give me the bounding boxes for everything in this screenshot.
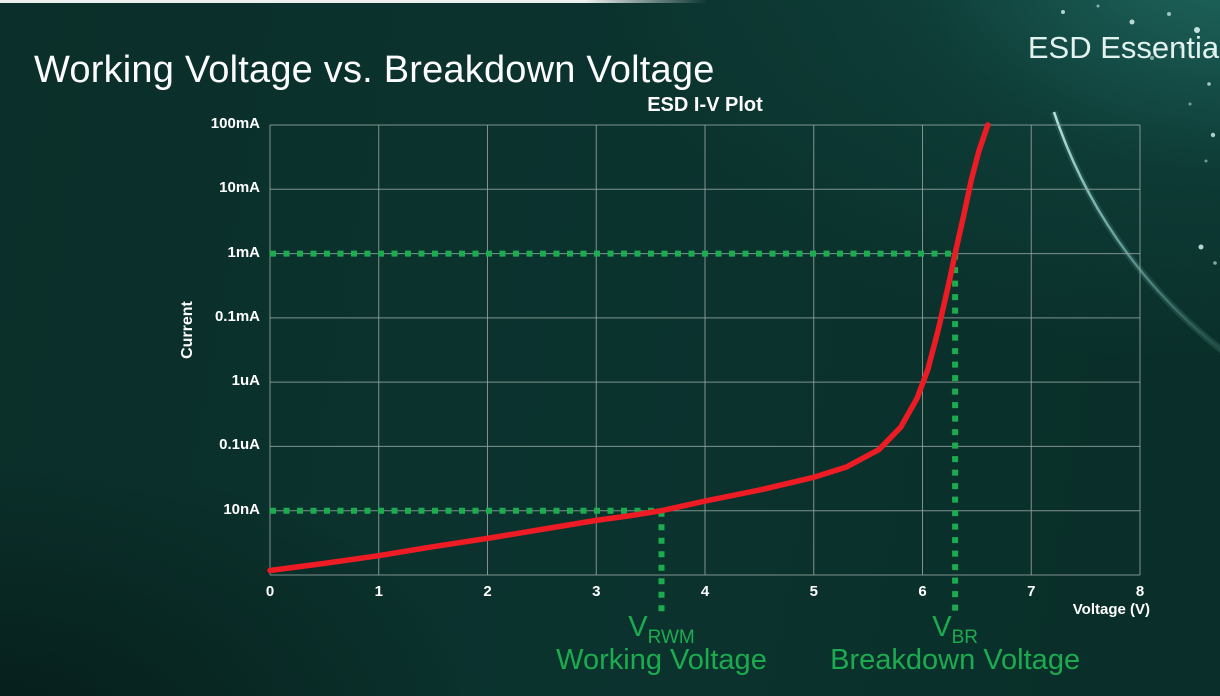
- vrwm-subscript: RWM: [647, 626, 695, 648]
- working-voltage-caption: Working Voltage: [556, 644, 767, 676]
- slide-top-edge: [0, 0, 1220, 3]
- vbr-subscript: BR: [951, 626, 978, 648]
- x-tick-label: 6: [918, 583, 927, 600]
- chart-title: ESD I-V Plot: [647, 94, 763, 116]
- slide-title: Working Voltage vs. Breakdown Voltage: [34, 49, 715, 92]
- x-tick-label: 2: [483, 583, 492, 600]
- decor-dots: [1061, 4, 1217, 265]
- x-tick-label: 0: [265, 583, 275, 600]
- vbr-symbol: V: [932, 611, 952, 643]
- brand-logo-text: ESD Essential: [1027, 30, 1220, 65]
- x-tick-label: 8: [1135, 583, 1145, 600]
- x-tick-label: 7: [1027, 583, 1036, 600]
- y-tick-label: 10mA: [219, 179, 260, 197]
- y-tick-label: 0.1uA: [219, 436, 260, 454]
- x-axis-label: Voltage (V): [1072, 601, 1150, 618]
- vrwm-symbol: V: [628, 611, 648, 643]
- vbr-annotation-label: VBR: [932, 611, 978, 649]
- iv-curve: [267, 122, 991, 574]
- x-tick-label: 1: [374, 583, 383, 600]
- y-tick-label: 10nA: [223, 500, 260, 518]
- y-tick-label: 1uA: [231, 372, 260, 390]
- y-tick-label: 1mA: [227, 243, 260, 261]
- decor-swoosh: [1052, 111, 1220, 351]
- x-tick-label: 5: [809, 583, 818, 600]
- y-tick-label: 0.1mA: [214, 307, 260, 325]
- y-tick-label: 100mA: [210, 115, 260, 132]
- x-tick-label: 4: [700, 583, 710, 600]
- breakdown-voltage-caption: Breakdown Voltage: [830, 644, 1081, 676]
- vrwm-annotation-label: VRWM: [628, 611, 694, 649]
- x-tick-label: 3: [592, 583, 601, 600]
